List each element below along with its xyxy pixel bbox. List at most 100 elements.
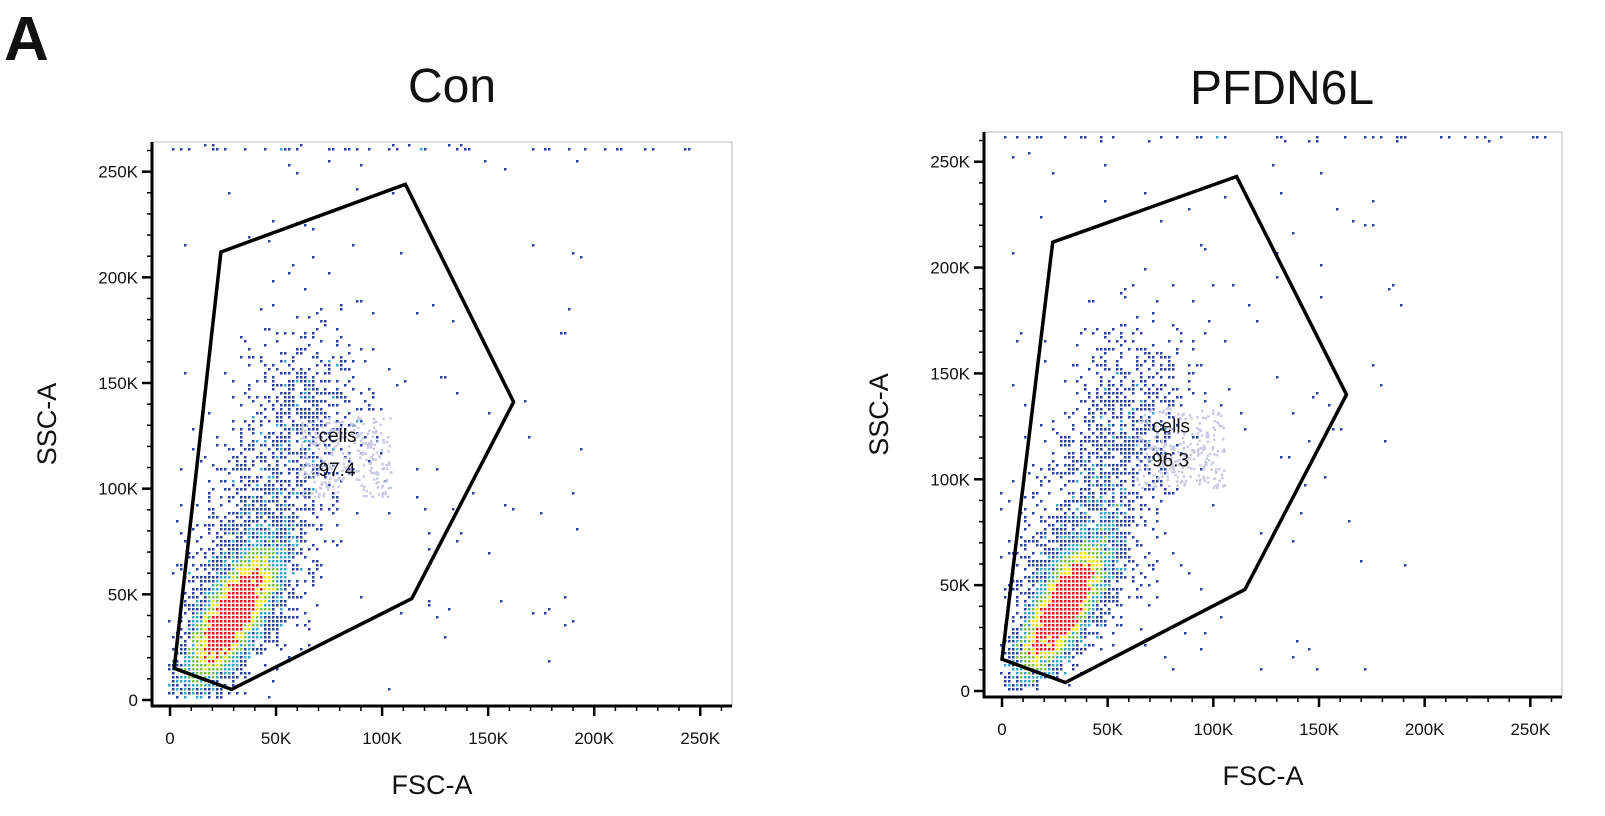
event-dot: [1048, 644, 1051, 647]
event-dot: [1080, 136, 1083, 139]
event-dot: [260, 580, 263, 583]
event-dot: [1048, 480, 1051, 483]
gate-label-dots: [1134, 406, 1227, 490]
event-dot: [1112, 376, 1115, 379]
event-dot: [1024, 616, 1027, 619]
event-dot: [304, 336, 307, 339]
gate-label-dot: [1137, 458, 1140, 462]
event-dot: [1188, 388, 1191, 391]
event-dot: [1072, 480, 1075, 483]
event-dot: [1068, 640, 1071, 643]
event-dot: [1044, 536, 1047, 539]
gate-label-dot: [300, 444, 304, 447]
event-dot: [220, 660, 223, 663]
event-dot: [256, 484, 259, 487]
event-dot: [192, 592, 195, 595]
event-dot: [1004, 136, 1007, 139]
event-dot: [348, 148, 351, 151]
event-dot: [304, 508, 307, 511]
event-dot: [316, 356, 319, 359]
event-dot: [248, 516, 251, 519]
gate-label-dot: [318, 468, 321, 471]
event-dot: [1024, 556, 1027, 559]
gate-label-dot: [371, 495, 375, 499]
event-dot: [296, 408, 299, 411]
event-dot: [216, 672, 219, 675]
event-dot: [300, 416, 303, 419]
event-dot: [316, 388, 319, 391]
event-dot: [1068, 628, 1071, 631]
event-dot: [180, 620, 183, 623]
event-dot: [1108, 428, 1111, 431]
event-dot: [224, 652, 227, 655]
event-dot: [1152, 364, 1155, 367]
event-dot: [1072, 584, 1075, 587]
gate-label-dot: [362, 494, 366, 498]
gate-label-dot: [301, 421, 304, 425]
event-dot: [1152, 564, 1155, 567]
event-dot: [208, 616, 211, 619]
event-dot: [1036, 476, 1039, 479]
gate-label-dot: [313, 480, 317, 484]
event-dot: [1200, 648, 1203, 651]
event-dot: [1124, 464, 1127, 467]
event-dot: [1100, 536, 1103, 539]
event-dot: [1020, 676, 1023, 679]
event-dot: [228, 620, 231, 623]
event-dot: [1124, 388, 1127, 391]
event-dot: [240, 536, 243, 539]
event-dot: [280, 540, 283, 543]
event-dot: [212, 588, 215, 591]
event-dot: [192, 608, 195, 611]
event-dot: [1140, 408, 1143, 411]
event-dot: [236, 664, 239, 667]
event-dot: [1140, 584, 1143, 587]
event-dot: [1068, 684, 1071, 687]
gate-label-dot: [1145, 442, 1148, 445]
event-dot: [276, 496, 279, 499]
event-dot: [1400, 304, 1403, 307]
event-dot: [1056, 608, 1059, 611]
event-dot: [448, 144, 451, 147]
gate-label-dot: [317, 495, 321, 499]
event-dot: [1124, 504, 1127, 507]
event-dot: [316, 432, 319, 435]
event-dot: [1144, 556, 1147, 559]
event-dot: [276, 492, 279, 495]
event-dot: [288, 532, 291, 535]
gate-label-dot: [1171, 445, 1174, 449]
event-dot: [252, 556, 255, 559]
event-dot: [1044, 636, 1047, 639]
event-dot: [292, 608, 295, 611]
event-dot: [1112, 448, 1115, 451]
event-dot: [1092, 616, 1095, 619]
event-dot: [304, 288, 307, 291]
event-dot: [264, 612, 267, 615]
gate-label-dot: [1218, 479, 1221, 483]
event-dot: [1176, 348, 1179, 351]
event-dot: [244, 488, 247, 491]
event-dot: [1132, 384, 1135, 387]
event-dot: [272, 404, 275, 407]
event-dot: [336, 340, 339, 343]
event-dot: [1128, 400, 1131, 403]
gate-label-dot: [1156, 433, 1159, 437]
event-dot: [240, 640, 243, 643]
event-dot: [1168, 376, 1171, 379]
event-dot: [308, 392, 311, 395]
event-dot: [240, 468, 243, 471]
event-dot: [1048, 660, 1051, 663]
event-dot: [188, 556, 191, 559]
event-dot: [1148, 468, 1151, 471]
gate-polygon[interactable]: [1000, 174, 1349, 685]
gate-polygon[interactable]: [172, 182, 516, 692]
event-dot: [224, 616, 227, 619]
event-dot: [280, 432, 283, 435]
event-dot: [280, 412, 283, 415]
event-dot: [1164, 432, 1167, 435]
event-dot: [1116, 396, 1119, 399]
event-dot: [1448, 136, 1451, 139]
event-dot: [1128, 504, 1131, 507]
event-dot: [1068, 556, 1071, 559]
